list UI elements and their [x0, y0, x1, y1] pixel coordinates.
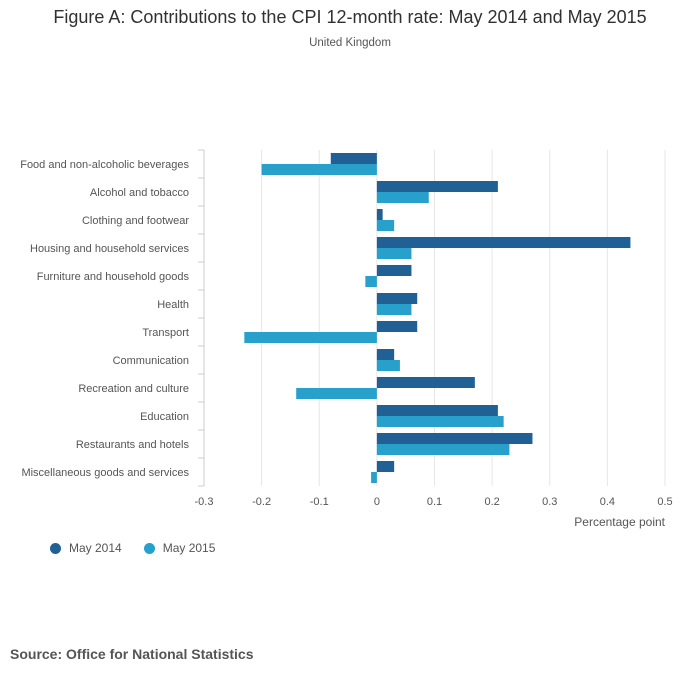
x-tick-label: 0.2 — [484, 496, 499, 508]
bar-may-2014 — [376, 349, 395, 360]
bar-may-2014 — [376, 209, 383, 220]
chart-subtitle: United Kingdom — [309, 37, 391, 49]
bar-may-2014 — [376, 377, 475, 388]
bar-chart: Food and non-alcoholic beverages Alcohol … — [20, 149, 673, 529]
x-tick-label: -0.2 — [252, 496, 271, 508]
legend: May 2014 May 2015 — [50, 541, 215, 555]
source-note: Source: Office for National Statistics — [10, 646, 254, 662]
x-tick-label: 0.4 — [600, 496, 615, 508]
bar-may-2015 — [261, 164, 377, 175]
bar-may-2014 — [376, 293, 418, 304]
bar-may-2015 — [376, 192, 429, 203]
bar-may-2015 — [371, 472, 377, 483]
bar-may-2014 — [376, 237, 631, 248]
bar-may-2015 — [376, 360, 400, 371]
legend-item-may-2014[interactable]: May 2014 — [50, 541, 122, 555]
legend-label-may-2015: May 2015 — [162, 541, 216, 555]
bar-may-2014 — [376, 181, 498, 192]
bar-may-2015 — [376, 416, 504, 427]
bar-may-2014 — [376, 461, 395, 472]
x-axis-title: Percentage point — [574, 515, 665, 529]
bar-may-2015 — [244, 332, 377, 343]
category-label: Recreation and culture — [78, 383, 189, 395]
category-label: Education — [140, 411, 189, 423]
x-tick-label: 0.5 — [657, 496, 672, 508]
x-tick-label: 0.1 — [427, 496, 442, 508]
category-label: Alcohol and tobacco — [90, 187, 189, 199]
legend-label-may-2014: May 2014 — [69, 541, 122, 555]
category-label: Communication — [113, 355, 189, 367]
bar-may-2015 — [376, 248, 412, 259]
bar-may-2015 — [296, 388, 377, 399]
category-label: Transport — [142, 327, 189, 339]
bar-may-2014 — [330, 153, 377, 164]
bar-may-2014 — [376, 321, 418, 332]
category-label: Miscellaneous goods and services — [21, 467, 189, 479]
x-tick-label: -0.1 — [310, 496, 329, 508]
category-label: Clothing and footwear — [82, 215, 189, 227]
bar-may-2015 — [376, 304, 412, 315]
x-tick-label: -0.3 — [195, 496, 214, 508]
x-tick-label: 0 — [374, 496, 380, 508]
legend-item-may-2015[interactable]: May 2015 — [143, 541, 216, 555]
chart-title: Figure A: Contributions to the CPI 12-mo… — [53, 7, 647, 27]
category-label: Health — [157, 299, 189, 311]
category-label: Food and non-alcoholic beverages — [20, 159, 189, 171]
bar-may-2015 — [376, 444, 510, 455]
category-label: Furniture and household goods — [37, 271, 190, 283]
category-label: Housing and household services — [30, 243, 189, 255]
bar-may-2014 — [376, 405, 498, 416]
bar-may-2015 — [365, 276, 377, 287]
category-label: Restaurants and hotels — [76, 439, 190, 451]
bar-may-2015 — [376, 220, 395, 231]
legend-swatch-may-2015 — [143, 542, 155, 554]
bar-may-2014 — [376, 433, 533, 444]
legend-swatch-may-2014 — [50, 542, 61, 554]
bar-may-2014 — [376, 265, 412, 276]
x-tick-label: 0.3 — [542, 496, 557, 508]
